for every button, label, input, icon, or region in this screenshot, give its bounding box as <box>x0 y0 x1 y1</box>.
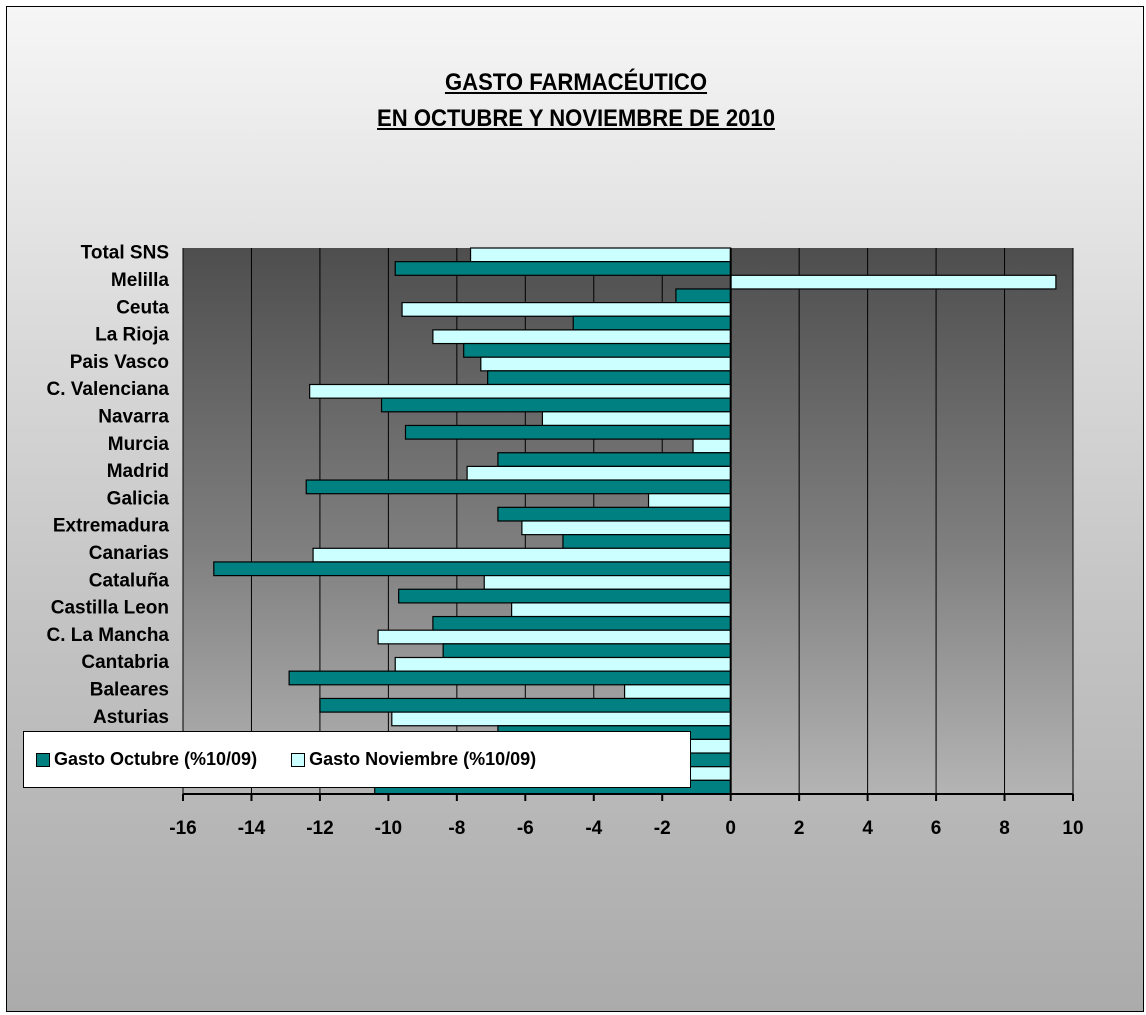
x-tick-label: -2 <box>654 818 671 839</box>
category-label: Galicia <box>107 488 170 509</box>
bar-noviembre <box>433 330 731 344</box>
tick-labels: -16 -14 -12 -10 -8 -6 -4 -2 0 2 4 6 8 10 <box>169 818 1083 839</box>
category-label: Total SNS <box>81 243 169 264</box>
bar-octubre <box>214 562 731 576</box>
legend-label-noviembre: Gasto Noviembre (%10/09) <box>309 749 536 770</box>
category-label: Extremadura <box>53 516 170 537</box>
bar-noviembre <box>522 521 731 535</box>
x-tick-label: -4 <box>585 818 602 839</box>
bar-noviembre <box>512 603 731 617</box>
category-label: Melilla <box>111 270 170 291</box>
bar-noviembre <box>467 466 731 480</box>
bar-octubre <box>406 425 731 439</box>
x-tick-label: -10 <box>375 818 402 839</box>
x-tick-label: -12 <box>306 818 333 839</box>
bar-octubre <box>289 671 731 685</box>
category-label: Cantabria <box>81 652 169 673</box>
category-label: Madrid <box>107 461 169 482</box>
bar-octubre <box>573 316 730 330</box>
bar-octubre <box>395 262 730 276</box>
category-label: La Rioja <box>95 325 169 346</box>
bar-octubre <box>464 344 731 358</box>
legend-swatch-octubre <box>36 753 50 767</box>
category-label: Ceuta <box>116 297 169 318</box>
bar-noviembre <box>378 630 731 644</box>
category-label: Asturias <box>93 707 169 728</box>
bar-noviembre <box>481 357 731 371</box>
category-label: Canarias <box>89 543 169 564</box>
bar-octubre <box>676 289 731 303</box>
x-tick-label: -6 <box>517 818 534 839</box>
bar-noviembre <box>542 412 730 426</box>
category-label: Cataluña <box>89 570 170 591</box>
bar-octubre <box>382 398 731 412</box>
bar-octubre <box>563 535 731 549</box>
bar-octubre <box>306 480 730 494</box>
bar-noviembre <box>625 685 731 699</box>
x-tick-label: -8 <box>448 818 465 839</box>
category-label: Navarra <box>98 406 169 427</box>
x-tick-label: 2 <box>794 818 805 839</box>
bar-noviembre <box>402 303 731 317</box>
legend: Gasto Octubre (%10/09) Gasto Noviembre (… <box>23 731 691 788</box>
bar-octubre <box>399 589 731 603</box>
bar-noviembre <box>392 712 731 726</box>
legend-label-octubre: Gasto Octubre (%10/09) <box>54 749 257 770</box>
bar-noviembre <box>731 275 1056 289</box>
bar-octubre <box>488 371 731 385</box>
category-labels: Total SNS Melilla Ceuta La Rioja Pais Vasco C… <box>46 243 169 783</box>
bar-noviembre <box>313 548 731 562</box>
bar-octubre <box>433 617 731 631</box>
bar-octubre <box>498 507 731 521</box>
bar-octubre <box>443 644 731 658</box>
legend-swatch-noviembre <box>291 753 305 767</box>
category-label: Pais Vasco <box>70 352 169 373</box>
bar-octubre <box>320 698 731 712</box>
bar-chart: Total SNS Melilla Ceuta La Rioja Pais Vasco C… <box>7 7 1145 1013</box>
category-label: Murcia <box>108 434 170 455</box>
category-label: C. La Mancha <box>47 625 170 646</box>
x-tick-label: 0 <box>725 818 736 839</box>
legend-item-octubre: Gasto Octubre (%10/09) <box>36 749 257 770</box>
chart-frame: GASTO FARMACÉUTICO EN OCTUBRE Y NOVIEMBR… <box>6 6 1144 1012</box>
category-label: C. Valenciana <box>46 379 169 400</box>
bar-noviembre <box>649 494 731 508</box>
x-tick-label: 10 <box>1062 818 1083 839</box>
bar-noviembre <box>471 248 731 262</box>
bar-noviembre <box>693 439 731 453</box>
legend-item-noviembre: Gasto Noviembre (%10/09) <box>291 749 536 770</box>
bar-noviembre <box>484 576 730 590</box>
x-tick-label: -14 <box>238 818 266 839</box>
x-tick-label: -16 <box>169 818 196 839</box>
category-label: Baleares <box>90 679 169 700</box>
bar-octubre <box>498 453 731 467</box>
bar-noviembre <box>310 385 731 399</box>
category-label: Castilla Leon <box>51 598 169 619</box>
x-tick-label: 4 <box>862 818 873 839</box>
bar-noviembre <box>395 658 730 672</box>
x-tick-label: 6 <box>931 818 942 839</box>
x-tick-label: 8 <box>999 818 1010 839</box>
